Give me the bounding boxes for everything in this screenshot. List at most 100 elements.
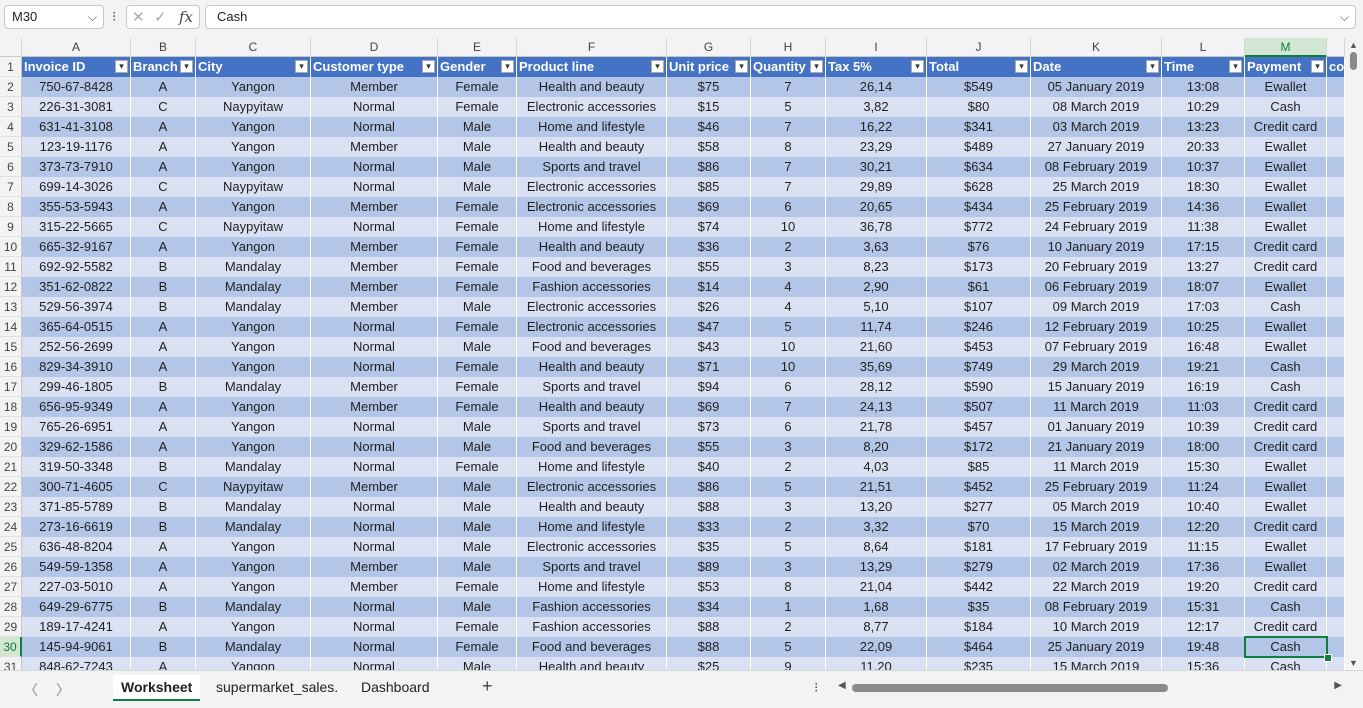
add-sheet-icon[interactable]: + bbox=[482, 676, 493, 696]
table-cell[interactable]: $590 bbox=[927, 377, 1031, 397]
table-cell[interactable]: 11:15 bbox=[1162, 537, 1245, 557]
table-cell[interactable]: 15:36 bbox=[1162, 657, 1245, 670]
fill-handle[interactable] bbox=[1324, 654, 1332, 662]
table-cell[interactable]: 01 January 2019 bbox=[1031, 417, 1162, 437]
table-cell[interactable]: C bbox=[131, 217, 196, 237]
table-cell[interactable]: 656-95-9349 bbox=[22, 397, 131, 417]
table-cell[interactable]: 299-46-1805 bbox=[22, 377, 131, 397]
table-cell[interactable]: B bbox=[131, 637, 196, 657]
table-cell[interactable]: Yangon bbox=[196, 117, 311, 137]
table-cell[interactable]: Credit card bbox=[1245, 617, 1327, 637]
filter-dropdown-icon[interactable]: ▾ bbox=[501, 60, 514, 73]
more-icon[interactable]: ⁝ bbox=[112, 8, 117, 24]
table-cell[interactable]: 18:07 bbox=[1162, 277, 1245, 297]
table-cell[interactable]: Credit card bbox=[1245, 577, 1327, 597]
table-cell[interactable]: A bbox=[131, 137, 196, 157]
table-cell[interactable]: 12 February 2019 bbox=[1031, 317, 1162, 337]
table-cell[interactable]: Female bbox=[438, 397, 517, 417]
table-cell[interactable]: 18:30 bbox=[1162, 177, 1245, 197]
table-cell[interactable]: 02 March 2019 bbox=[1031, 557, 1162, 577]
table-cell[interactable]: 14:36 bbox=[1162, 197, 1245, 217]
table-cell[interactable]: 15 March 2019 bbox=[1031, 517, 1162, 537]
table-cell[interactable]: B bbox=[131, 277, 196, 297]
table-cell[interactable]: 11 March 2019 bbox=[1031, 397, 1162, 417]
table-cell[interactable]: 8,77 bbox=[826, 617, 927, 637]
table-cell[interactable]: B bbox=[131, 597, 196, 617]
table-header-cell[interactable]: Payment ▾ bbox=[1245, 57, 1327, 77]
table-cell[interactable]: Male bbox=[438, 157, 517, 177]
table-cell[interactable]: Normal bbox=[311, 417, 438, 437]
row-number[interactable]: 15 bbox=[0, 337, 22, 357]
table-cell[interactable] bbox=[1327, 237, 1345, 257]
table-cell[interactable]: Ewallet bbox=[1245, 537, 1327, 557]
table-cell[interactable]: 21 January 2019 bbox=[1031, 437, 1162, 457]
table-cell[interactable]: Member bbox=[311, 277, 438, 297]
table-cell[interactable]: $15 bbox=[667, 97, 751, 117]
table-cell[interactable] bbox=[1327, 617, 1345, 637]
table-cell[interactable]: 15 March 2019 bbox=[1031, 657, 1162, 670]
table-cell[interactable]: 7 bbox=[751, 157, 826, 177]
table-cell[interactable]: $464 bbox=[927, 637, 1031, 657]
row-number[interactable]: 16 bbox=[0, 357, 22, 377]
table-cell[interactable]: Mandalay bbox=[196, 257, 311, 277]
table-cell[interactable]: 03 March 2019 bbox=[1031, 117, 1162, 137]
table-cell[interactable]: $71 bbox=[667, 357, 751, 377]
table-cell[interactable]: Credit card bbox=[1245, 117, 1327, 137]
more-icon[interactable]: ⁝ bbox=[814, 679, 819, 695]
table-cell[interactable] bbox=[1327, 197, 1345, 217]
table-cell[interactable]: 1 bbox=[751, 597, 826, 617]
table-cell[interactable]: Female bbox=[438, 217, 517, 237]
table-header-cell[interactable]: Branch ▾ bbox=[131, 57, 196, 77]
table-cell[interactable]: 5 bbox=[751, 477, 826, 497]
table-cell[interactable]: $33 bbox=[667, 517, 751, 537]
table-cell[interactable]: 7 bbox=[751, 177, 826, 197]
filter-dropdown-icon[interactable]: ▾ bbox=[422, 60, 435, 73]
table-cell[interactable]: Male bbox=[438, 417, 517, 437]
table-cell[interactable]: 371-85-5789 bbox=[22, 497, 131, 517]
table-cell[interactable]: Mandalay bbox=[196, 597, 311, 617]
table-cell[interactable]: $55 bbox=[667, 257, 751, 277]
table-cell[interactable]: Member bbox=[311, 557, 438, 577]
table-cell[interactable] bbox=[1327, 157, 1345, 177]
table-cell[interactable]: Credit card bbox=[1245, 417, 1327, 437]
table-cell[interactable]: $235 bbox=[927, 657, 1031, 670]
scroll-up-icon[interactable]: ▲ bbox=[1349, 40, 1358, 50]
table-cell[interactable]: A bbox=[131, 437, 196, 457]
table-cell[interactable]: Yangon bbox=[196, 197, 311, 217]
table-cell[interactable]: Male bbox=[438, 497, 517, 517]
row-number[interactable]: 23 bbox=[0, 497, 22, 517]
filter-dropdown-icon[interactable]: ▾ bbox=[1015, 60, 1028, 73]
filter-dropdown-icon[interactable]: ▾ bbox=[735, 60, 748, 73]
table-cell[interactable]: A bbox=[131, 197, 196, 217]
table-cell[interactable]: $489 bbox=[927, 137, 1031, 157]
table-cell[interactable]: Normal bbox=[311, 657, 438, 670]
table-cell[interactable]: Electronic accessories bbox=[517, 197, 667, 217]
table-cell[interactable]: 10 bbox=[751, 357, 826, 377]
table-cell[interactable]: $749 bbox=[927, 357, 1031, 377]
filter-dropdown-icon[interactable]: ▾ bbox=[1311, 60, 1324, 73]
table-cell[interactable]: $246 bbox=[927, 317, 1031, 337]
table-cell[interactable]: 17 February 2019 bbox=[1031, 537, 1162, 557]
table-cell[interactable]: Ewallet bbox=[1245, 337, 1327, 357]
table-cell[interactable]: 11:38 bbox=[1162, 217, 1245, 237]
table-cell[interactable]: Health and beauty bbox=[517, 497, 667, 517]
table-cell[interactable]: 365-64-0515 bbox=[22, 317, 131, 337]
table-cell[interactable]: A bbox=[131, 317, 196, 337]
table-cell[interactable]: 26,14 bbox=[826, 77, 927, 97]
table-cell[interactable]: 5 bbox=[751, 317, 826, 337]
row-number[interactable]: 31 bbox=[0, 657, 22, 670]
table-cell[interactable]: Credit card bbox=[1245, 397, 1327, 417]
table-cell[interactable]: Male bbox=[438, 137, 517, 157]
table-header-cell[interactable]: Unit price ▾ bbox=[667, 57, 751, 77]
column-header[interactable]: L bbox=[1162, 38, 1245, 57]
table-cell[interactable]: $86 bbox=[667, 157, 751, 177]
table-cell[interactable]: Yangon bbox=[196, 657, 311, 670]
table-cell[interactable]: 21,60 bbox=[826, 337, 927, 357]
row-number[interactable]: 9 bbox=[0, 217, 22, 237]
table-cell[interactable]: 227-03-5010 bbox=[22, 577, 131, 597]
table-cell[interactable]: Yangon bbox=[196, 397, 311, 417]
table-cell[interactable]: A bbox=[131, 157, 196, 177]
table-cell[interactable]: Home and lifestyle bbox=[517, 217, 667, 237]
table-cell[interactable]: Male bbox=[438, 557, 517, 577]
table-cell[interactable]: 13:27 bbox=[1162, 257, 1245, 277]
